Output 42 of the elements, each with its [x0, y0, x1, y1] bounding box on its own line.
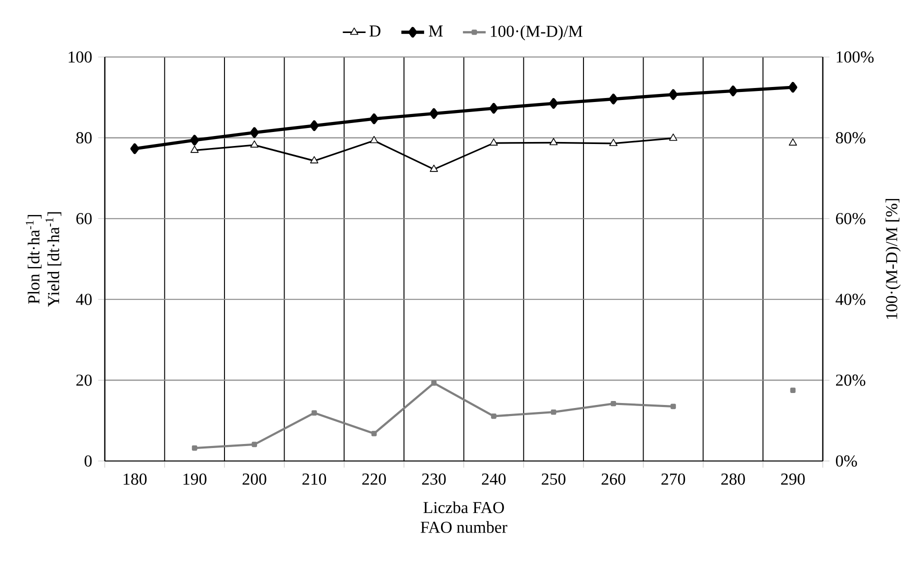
x-tick-label: 210 — [302, 473, 326, 485]
x-tick-label: 260 — [602, 473, 626, 485]
point — [670, 404, 676, 410]
x-tick-label: 230 — [422, 473, 446, 485]
point — [790, 388, 796, 393]
x-tick-label: 180 — [124, 473, 147, 485]
x-axis-title: Liczba FAO — [423, 501, 504, 514]
y-tick-label: 0 — [84, 455, 92, 467]
x-tick-label: 290 — [781, 473, 805, 485]
point — [192, 445, 198, 451]
point — [431, 380, 437, 386]
x-tick-label: 250 — [542, 473, 566, 485]
point — [491, 413, 496, 419]
point — [312, 410, 317, 416]
y2-tick-label: 40% — [836, 294, 866, 306]
text: Yield [dt·ha$^{-1}$] — [46, 212, 62, 307]
legend-label: D — [370, 26, 380, 36]
point — [610, 400, 616, 406]
y2-axis-title: 100·(M-D)/M [%] — [886, 198, 901, 319]
point — [550, 409, 556, 415]
y2-tick-label: 100% — [836, 51, 874, 63]
legend-label: 100·(M-D)/M — [490, 25, 582, 40]
x-tick-label: 220 — [362, 473, 386, 485]
point — [371, 430, 377, 436]
y-tick-label: 80 — [76, 132, 92, 144]
y-axis-title: Plon [dt·ha$^{-1}$] — [26, 215, 42, 304]
y2-tick-label: 60% — [836, 212, 866, 224]
point — [252, 442, 258, 448]
y2-tick-label: 0% — [836, 455, 857, 467]
y2-tick-label: 80% — [836, 132, 866, 144]
y2-tick-label: 20% — [836, 374, 866, 386]
y-tick-label: 100 — [68, 51, 92, 63]
x-tick-label: 270 — [661, 473, 686, 485]
legend-label: M — [428, 26, 443, 36]
y-tick-label: 20 — [76, 374, 92, 386]
text: FAO number — [420, 521, 508, 533]
x-tick-label: 200 — [242, 473, 266, 485]
x-tick-label: 240 — [482, 473, 506, 485]
x-tick-label: 280 — [721, 473, 745, 485]
y-tick-label: 40 — [76, 294, 92, 306]
x-tick-label: 190 — [184, 473, 206, 485]
y-tick-label: 60 — [76, 212, 92, 224]
